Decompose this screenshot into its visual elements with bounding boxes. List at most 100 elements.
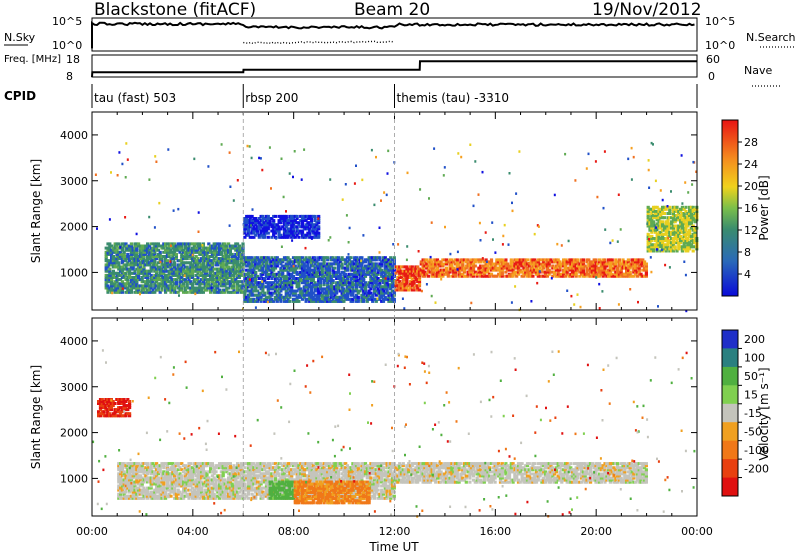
data-cell <box>120 406 124 410</box>
data-cell <box>412 288 416 292</box>
data-cell <box>128 402 132 405</box>
data-cell <box>677 232 681 236</box>
data-cell <box>214 284 218 288</box>
data-cell <box>661 237 665 240</box>
data-cell <box>261 229 265 233</box>
data-cell <box>673 234 677 238</box>
data-cell <box>329 279 333 283</box>
data-cell <box>670 216 674 220</box>
data-cell <box>261 235 265 239</box>
data-cell <box>553 258 557 262</box>
data-cell <box>632 155 635 159</box>
data-cell <box>650 214 654 218</box>
velocity-heatmap <box>92 349 696 518</box>
data-cell <box>192 290 196 294</box>
data-cell <box>471 262 476 266</box>
data-cell <box>297 293 301 297</box>
data-cell <box>117 464 121 468</box>
data-cell <box>378 264 382 268</box>
data-cell <box>662 207 666 211</box>
data-cell <box>129 496 133 500</box>
data-cell <box>174 278 178 282</box>
data-cell <box>113 280 117 284</box>
data-cell <box>590 268 594 272</box>
data-cell <box>113 271 117 275</box>
data-cell <box>273 266 278 270</box>
data-cell <box>387 277 391 280</box>
data-cell <box>182 261 186 265</box>
data-cell <box>661 222 665 226</box>
data-cell <box>365 270 369 274</box>
data-cell <box>155 278 159 282</box>
data-cell <box>209 269 213 273</box>
data-cell <box>182 273 186 277</box>
data-cell <box>329 291 333 295</box>
data-cell <box>661 220 665 224</box>
data-cell <box>430 260 434 264</box>
data-cell <box>124 263 128 267</box>
data-cell <box>315 233 319 237</box>
data-cell <box>479 239 482 242</box>
data-cell <box>205 269 209 273</box>
data-cell <box>300 272 305 276</box>
data-cell <box>149 250 153 254</box>
data-cell <box>146 288 150 292</box>
data-cell <box>300 233 305 237</box>
data-cell <box>390 266 395 270</box>
data-cell <box>628 266 632 270</box>
data-cell <box>354 270 359 274</box>
data-cell <box>326 274 330 278</box>
data-cell <box>661 207 665 211</box>
data-cell <box>653 224 656 227</box>
data-cell <box>387 291 391 295</box>
data-cell <box>252 299 256 303</box>
data-cell <box>133 482 137 486</box>
data-cell <box>246 262 251 266</box>
data-cell <box>318 262 323 266</box>
data-cell <box>657 220 661 224</box>
data-cell <box>617 193 620 196</box>
data-cell <box>610 258 614 262</box>
data-cell <box>153 265 157 269</box>
data-cell <box>317 217 320 220</box>
data-cell <box>488 275 491 278</box>
data-cell <box>556 264 560 268</box>
data-cell <box>126 494 130 498</box>
data-cell <box>670 190 672 193</box>
data-cell <box>149 269 153 273</box>
data-cell <box>374 262 378 266</box>
data-cell <box>387 149 390 153</box>
data-cell <box>594 264 598 268</box>
data-cell <box>380 264 384 268</box>
data-cell <box>515 258 519 262</box>
data-cell <box>164 273 168 277</box>
data-cell <box>318 299 323 303</box>
data-cell <box>120 410 124 414</box>
data-cell <box>686 222 690 226</box>
data-cell <box>165 248 169 252</box>
data-cell <box>277 231 281 235</box>
data-cell <box>668 232 672 236</box>
data-cell <box>353 274 357 278</box>
data-cell <box>232 271 236 275</box>
data-cell <box>110 259 114 263</box>
data-cell <box>679 218 683 222</box>
data-cell <box>239 273 243 277</box>
data-cell <box>108 273 112 277</box>
data-cell <box>529 270 533 274</box>
data-cell <box>648 222 652 226</box>
data-cell <box>358 279 362 283</box>
data-cell <box>432 268 436 272</box>
data-cell <box>647 159 650 162</box>
data-cell <box>128 472 132 476</box>
data-cell <box>680 224 684 228</box>
data-cell <box>682 214 686 218</box>
data-cell <box>259 268 263 272</box>
data-cell <box>108 218 111 221</box>
data-cell <box>187 278 191 282</box>
data-cell <box>529 262 533 266</box>
data-cell <box>164 280 168 284</box>
data-cell <box>201 276 205 279</box>
data-cell <box>308 291 312 295</box>
data-cell <box>608 262 612 266</box>
